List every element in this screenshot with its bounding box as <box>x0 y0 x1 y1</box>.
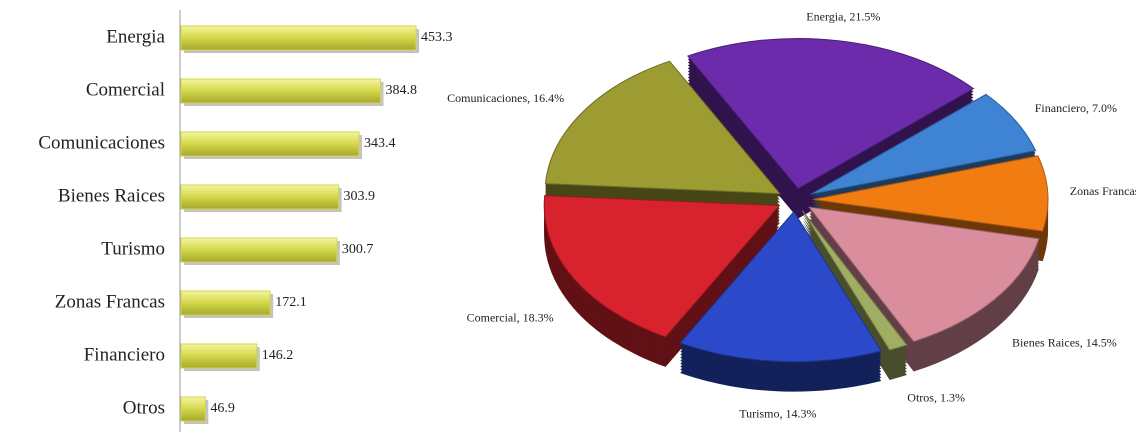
category-label: Comercial <box>86 79 165 100</box>
slice-label: Comercial, 18.3% <box>467 310 554 324</box>
slice <box>808 206 1040 343</box>
slice <box>812 155 1049 232</box>
slice-label: Energia, 21.5% <box>806 10 880 24</box>
value-label: 343.4 <box>364 136 396 151</box>
value-label: 300.7 <box>342 242 374 257</box>
category-label: Energia <box>106 26 165 47</box>
category-label: Financiero <box>84 344 165 365</box>
bar <box>180 290 271 316</box>
bar <box>180 396 206 422</box>
slice <box>810 93 1037 195</box>
value-label: 384.8 <box>385 83 417 98</box>
slice <box>544 60 781 195</box>
slice <box>679 210 882 363</box>
category-label: Bienes Raices <box>58 185 165 206</box>
slice <box>801 210 908 351</box>
category-label: Zonas Francas <box>55 291 165 312</box>
slice-label: Financiero, 7.0% <box>1035 101 1117 115</box>
category-label: Turismo <box>101 238 165 259</box>
slice-label: Turismo, 14.3% <box>739 406 816 420</box>
value-label: 453.3 <box>421 30 453 45</box>
bar <box>180 78 381 104</box>
slice <box>543 195 781 338</box>
slice <box>686 37 975 190</box>
bar <box>180 25 417 51</box>
bar <box>180 184 340 210</box>
category-label: Comunicaciones <box>38 132 165 153</box>
value-label: 46.9 <box>210 401 235 416</box>
bar <box>180 237 338 263</box>
slice-label: Comunicaciones, 16.4% <box>447 91 564 105</box>
value-label: 172.1 <box>275 295 307 310</box>
value-label: 146.2 <box>262 348 294 363</box>
bar <box>180 343 258 369</box>
category-label: Otros <box>123 397 165 418</box>
bar <box>180 131 360 157</box>
slice-label: Zonas Francas, 8.2% <box>1070 184 1136 198</box>
value-label: 303.9 <box>344 189 376 204</box>
slice-label: Otros, 1.3% <box>907 391 965 405</box>
slice-label: Bienes Raices, 14.5% <box>1012 335 1117 349</box>
